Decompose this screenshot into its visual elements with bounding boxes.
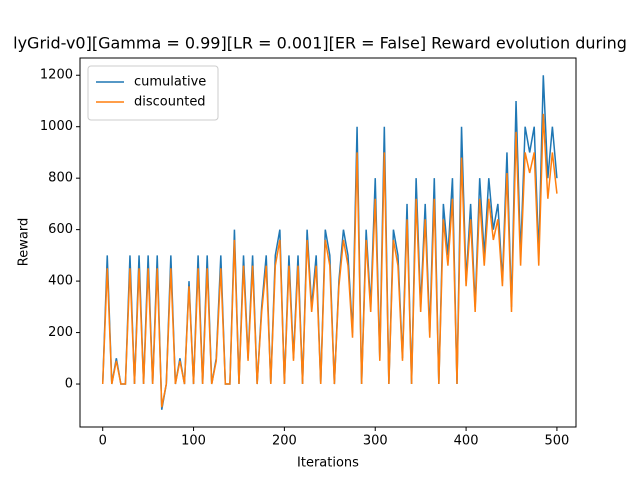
y-tick-label: 200	[48, 325, 73, 340]
x-axis-label: Iterations	[297, 456, 359, 471]
legend-box	[87, 65, 219, 121]
x-tick-label: 400	[454, 434, 479, 449]
x-tick-label: 500	[545, 434, 570, 449]
axes-frame	[79, 57, 577, 428]
y-tick-label: 0	[65, 377, 73, 392]
legend-label: discounted	[134, 95, 206, 110]
chart-title: lyGrid-v0][Gamma = 0.99][LR = 0.001][ER …	[13, 34, 627, 53]
x-tick-label: 0	[99, 434, 107, 449]
y-axis-label: Reward	[17, 218, 32, 266]
x-tick-label: 200	[272, 434, 297, 449]
series-line	[101, 113, 558, 408]
x-tick-label: 300	[363, 434, 388, 449]
x-tick-label: 100	[181, 434, 206, 449]
legend-label: cumulative	[134, 75, 206, 90]
y-tick-label: 400	[48, 274, 73, 289]
y-tick-label: 800	[48, 171, 73, 186]
series-line	[101, 75, 558, 410]
y-tick-label: 600	[48, 222, 73, 237]
y-tick-label: 1000	[40, 119, 73, 134]
y-tick-label: 1200	[40, 68, 73, 83]
